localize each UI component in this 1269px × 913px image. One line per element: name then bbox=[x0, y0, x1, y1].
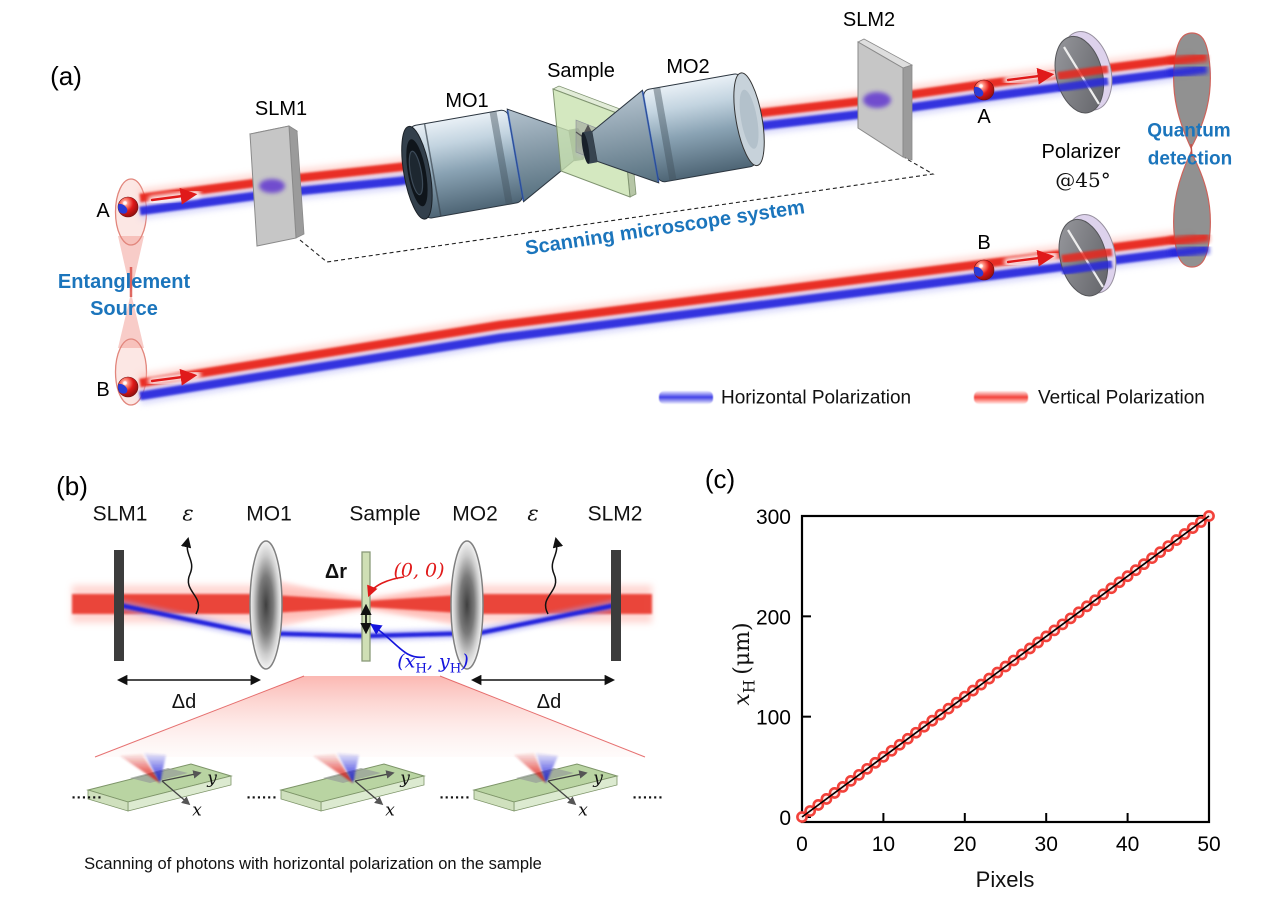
photon-b-right-label: B bbox=[977, 232, 991, 254]
slab3-x-axis-label: x bbox=[578, 800, 588, 821]
scan-fan bbox=[94, 675, 646, 758]
slab1-x-axis-label: x bbox=[192, 800, 202, 821]
legend-label-vertical: Vertical Polarization bbox=[1038, 387, 1205, 409]
y-axis-var: x bbox=[730, 693, 756, 706]
slm2-bar bbox=[611, 550, 621, 661]
ellipsis-3: ...... bbox=[439, 785, 471, 803]
x-tick-label: 10 bbox=[872, 833, 895, 856]
panel-b-optics bbox=[114, 540, 621, 670]
photon-a-right-label: A bbox=[977, 106, 991, 128]
origin-arrow bbox=[367, 576, 405, 598]
slm2-label-b: SLM2 bbox=[587, 502, 643, 526]
x-tick-label: 40 bbox=[1116, 833, 1139, 856]
slm2-label-a: SLM2 bbox=[842, 9, 896, 31]
ellipsis-1: ...... bbox=[71, 785, 103, 803]
mo1-label-a: MO1 bbox=[445, 90, 489, 112]
y-tick-label: 100 bbox=[756, 707, 791, 730]
x-axis-title: Pixels bbox=[975, 867, 1035, 892]
mo2-lens bbox=[450, 540, 484, 670]
entanglement-source-label-line1: Entanglement bbox=[57, 271, 191, 293]
legend-swatch-horizontal bbox=[659, 391, 713, 404]
xhyh-close: ) bbox=[461, 650, 469, 673]
y-axis-sub: H bbox=[740, 679, 759, 694]
y-tick-label: 0 bbox=[779, 807, 791, 830]
scan-slab-3 bbox=[472, 753, 619, 812]
y-tick-label: 200 bbox=[756, 606, 791, 629]
x-tick-label: 0 bbox=[796, 833, 808, 856]
photon-sphere-b-left bbox=[117, 376, 139, 398]
photon-sphere-a-left bbox=[117, 196, 139, 218]
slm1-label-a: SLM1 bbox=[254, 98, 308, 120]
epsilon-right-squiggle bbox=[544, 536, 564, 615]
delta-d-left-label: Δd bbox=[171, 691, 197, 713]
mo1-lens bbox=[249, 540, 283, 670]
panel-b-annotation-arrows bbox=[116, 536, 616, 686]
sample-label-a: Sample bbox=[547, 60, 615, 82]
x-tick-label: 50 bbox=[1197, 833, 1220, 856]
x-tick-label: 30 bbox=[1035, 833, 1058, 856]
y-axis-units: (μm) bbox=[730, 622, 756, 675]
xhyh-open: ( bbox=[397, 650, 405, 673]
delta-d-right-label: Δd bbox=[536, 691, 562, 713]
xhyh-x: x bbox=[404, 650, 416, 673]
epsilon-left-label: ε bbox=[182, 501, 194, 526]
photon-a-left-label: A bbox=[96, 200, 110, 222]
xhyh-mid: , bbox=[426, 650, 440, 673]
x-tick-label: 20 bbox=[953, 833, 976, 856]
slab2-x-axis-label: x bbox=[385, 800, 395, 821]
y-axis-title: xH (μm) bbox=[730, 622, 759, 706]
mo2-objective bbox=[581, 72, 765, 184]
photon-b-left-label: B bbox=[96, 379, 110, 401]
propagation-arrows bbox=[148, 67, 1058, 386]
epsilon-left-squiggle bbox=[180, 536, 200, 615]
xhyh-label: (xH, yH) bbox=[397, 652, 469, 675]
mo2-label-b: MO2 bbox=[452, 502, 498, 526]
panel-b-tag: (b) bbox=[56, 471, 88, 501]
polarizer-a bbox=[1054, 31, 1113, 114]
scan-slab-2 bbox=[279, 753, 426, 812]
slm2-plate bbox=[857, 38, 914, 161]
y-tick-label: 300 bbox=[756, 506, 791, 529]
delta-r-label: Δr bbox=[324, 561, 348, 583]
origin-label: (0, 0) bbox=[393, 559, 445, 582]
legend-swatch-vertical bbox=[974, 391, 1028, 404]
slab3-y-axis-label: y bbox=[593, 768, 603, 789]
xhyh-sub1: H bbox=[415, 661, 427, 677]
photon-sphere-b-right bbox=[973, 259, 995, 281]
xhyh-y: y bbox=[439, 650, 450, 673]
slm1-bar bbox=[114, 550, 124, 661]
polarizer-b bbox=[1058, 214, 1117, 297]
fit-line bbox=[801, 515, 1210, 818]
detection-bowtie bbox=[1167, 32, 1211, 268]
xhyh-arrow bbox=[370, 623, 426, 659]
sample-label-b: Sample bbox=[349, 502, 421, 526]
xhyh-sub2: H bbox=[449, 661, 462, 677]
epsilon-right-label: ε bbox=[527, 501, 539, 526]
system-bracket-dashed-line bbox=[299, 157, 935, 263]
polarizer-label-line1: Polarizer bbox=[1041, 141, 1121, 163]
polarizer-label-line2: @45° bbox=[1055, 168, 1111, 192]
ellipsis-2: ...... bbox=[246, 785, 278, 803]
scan-slab-1 bbox=[86, 753, 233, 812]
quantum-detection-label-line1: Quantum bbox=[1147, 120, 1231, 142]
mo1-label-b: MO1 bbox=[246, 502, 292, 526]
panel-c-tag: (c) bbox=[704, 464, 736, 494]
calibration-chart: 0 10 20 30 40 50 0 100 200 300 bbox=[756, 506, 1221, 856]
photon-sphere-a-right bbox=[973, 79, 995, 101]
panel-a-tag: (a) bbox=[50, 61, 82, 91]
panel-b-caption: Scanning of photons with horizontal pola… bbox=[84, 854, 542, 873]
entanglement-source-label-line2: Source bbox=[90, 298, 158, 320]
quantum-detection-label-line2: detection bbox=[1147, 148, 1233, 170]
mo2-label-a: MO2 bbox=[666, 56, 710, 78]
plot-frame bbox=[800, 514, 1211, 824]
ellipsis-4: ...... bbox=[632, 785, 664, 803]
slab2-y-axis-label: y bbox=[400, 768, 410, 789]
legend-label-horizontal: Horizontal Polarization bbox=[721, 387, 912, 409]
slm1-plate bbox=[248, 125, 305, 247]
slm1-label-b: SLM1 bbox=[92, 502, 148, 526]
slab1-y-axis-label: y bbox=[207, 768, 217, 789]
